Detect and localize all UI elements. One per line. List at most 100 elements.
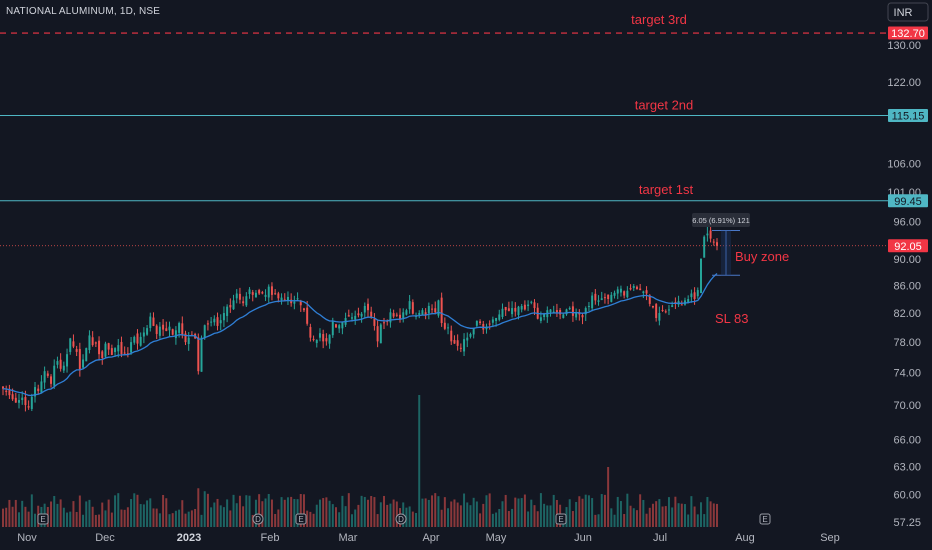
candle-body <box>117 345 120 352</box>
candle-body <box>219 320 222 324</box>
event-marker[interactable]: E <box>295 513 307 525</box>
candle-body <box>607 294 610 300</box>
volume-bar <box>565 507 568 527</box>
currency-selector[interactable]: INR <box>887 2 929 22</box>
volume-bar <box>277 509 280 527</box>
candle <box>133 335 136 345</box>
volume-bar <box>626 493 629 527</box>
volume-bar <box>501 501 504 527</box>
candle <box>642 290 645 299</box>
candle <box>213 315 216 326</box>
measure-tooltip-box <box>692 213 750 227</box>
volume-bar <box>194 509 197 527</box>
volume-bar <box>283 499 286 527</box>
time-tick-label: Sep <box>820 532 840 544</box>
volume-bar <box>373 497 376 527</box>
stop-loss-label[interactable]: SL 83 <box>715 311 749 326</box>
candle-body <box>334 324 337 328</box>
time-tick-label: Mar <box>339 532 358 544</box>
event-marker-letter: E <box>40 515 45 524</box>
target-1st-label[interactable]: target 1st <box>639 182 694 197</box>
event-marker[interactable]: D <box>395 513 407 525</box>
volume-bar <box>62 507 65 527</box>
symbol-title: NATIONAL ALUMINUM, 1D, NSE <box>6 6 160 17</box>
target-2nd-label[interactable]: target 2nd <box>635 98 694 113</box>
volume-bar <box>27 511 30 527</box>
candle <box>610 292 613 303</box>
candle <box>639 283 642 291</box>
dividend-marker-circle <box>252 513 264 525</box>
candle <box>405 308 408 316</box>
candle-body <box>62 365 65 371</box>
candle-body <box>53 365 56 386</box>
candle-body <box>562 314 565 318</box>
candle <box>30 393 33 412</box>
candle-body <box>130 342 133 353</box>
candle-body <box>703 236 706 258</box>
candle-body <box>431 308 434 310</box>
volume-bar <box>523 494 526 527</box>
volume-bar <box>120 509 123 527</box>
event-marker[interactable]: E <box>555 513 567 525</box>
candle <box>98 336 101 361</box>
volume-bar <box>197 488 200 527</box>
volume-bar <box>616 496 619 527</box>
price-candles <box>2 225 718 412</box>
candle-body <box>203 325 206 339</box>
target-3rd-label[interactable]: target 3rd <box>631 12 687 27</box>
candle <box>613 290 616 299</box>
buy-zone-bracket[interactable] <box>712 230 740 276</box>
price-tick-label: 63.00 <box>893 461 921 473</box>
event-marker[interactable]: E <box>37 513 49 525</box>
candle-body <box>114 348 117 353</box>
candle-body <box>693 292 696 300</box>
volume-bar <box>619 501 622 527</box>
volume-bar <box>395 501 398 527</box>
candle-body <box>504 307 507 311</box>
volume-bar <box>286 497 289 527</box>
candle-body <box>50 376 53 384</box>
volume-bar <box>456 502 459 527</box>
volume-bar <box>318 499 321 527</box>
volume-bar <box>511 508 514 527</box>
candle-body <box>543 313 546 318</box>
candle-body <box>325 338 328 342</box>
candle-body <box>453 340 456 344</box>
candle-body <box>645 290 648 294</box>
currency-box[interactable] <box>887 2 929 22</box>
volume-bar <box>242 506 245 527</box>
candle <box>376 320 379 348</box>
candle <box>139 332 142 347</box>
candle <box>91 331 94 347</box>
candle-body <box>667 309 670 311</box>
candle <box>571 301 574 322</box>
candle <box>232 294 235 310</box>
candle-body <box>450 330 453 342</box>
candle-body <box>472 328 475 335</box>
candle-body <box>488 323 491 325</box>
volume-bar <box>370 495 373 527</box>
candle-body <box>591 295 594 309</box>
candle <box>312 335 315 342</box>
candle-body <box>286 296 289 301</box>
volume-bar <box>341 495 344 527</box>
candle <box>302 307 305 313</box>
time-axis[interactable]: Nov Dec 2023 Feb Mar Apr May Jun Jul Aug Sep <box>17 532 840 544</box>
volume-bar <box>5 507 8 527</box>
candle-body <box>408 301 411 310</box>
candle-body <box>210 321 213 323</box>
event-marker[interactable]: D <box>252 513 264 525</box>
event-marker[interactable]: E <box>759 513 771 525</box>
candle <box>299 299 302 312</box>
candle-body <box>517 306 520 316</box>
candle-body <box>222 313 225 321</box>
buy-zone-label[interactable]: Buy zone <box>735 249 789 264</box>
candle <box>306 300 309 326</box>
candle-body <box>162 324 165 330</box>
price-tick-label: 70.00 <box>893 400 921 412</box>
candle <box>248 287 251 299</box>
candle-body <box>370 311 373 317</box>
candle-body <box>616 289 619 294</box>
candle <box>581 312 584 325</box>
